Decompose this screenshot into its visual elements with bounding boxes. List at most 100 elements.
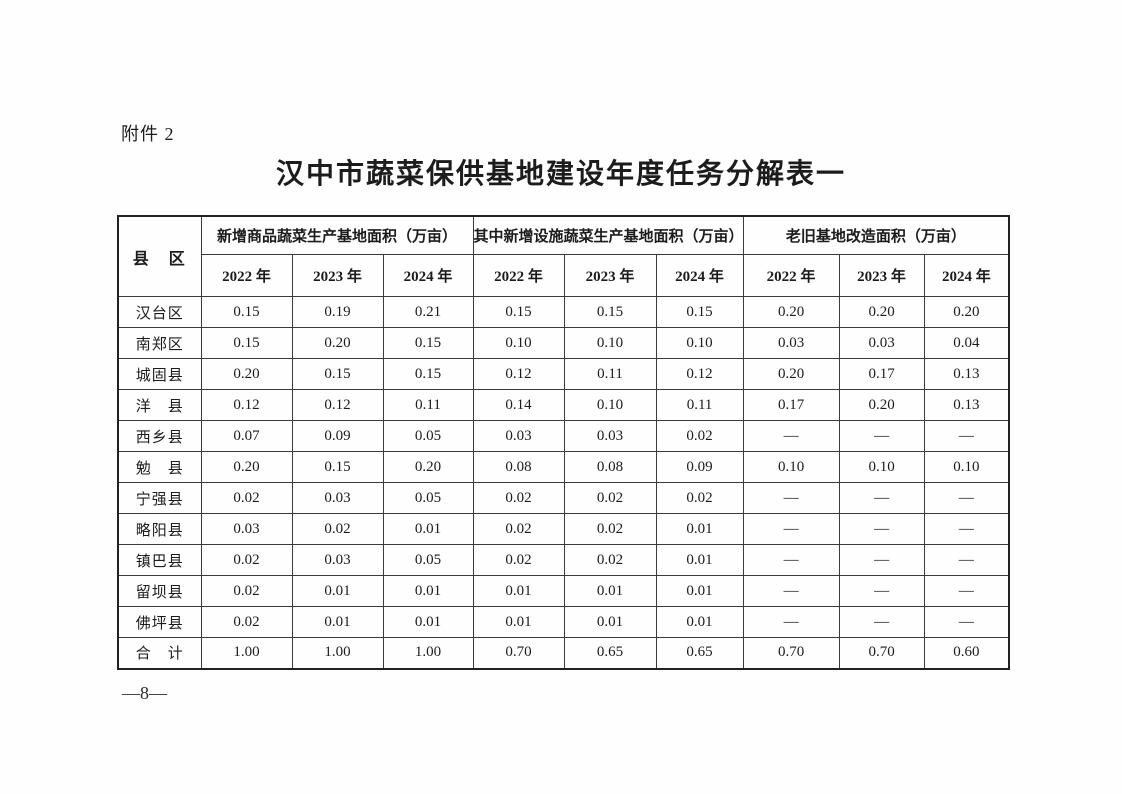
value-cell: 0.08 [472, 451, 565, 483]
page-title: 汉中市蔬菜保供基地建设年度任务分解表一 [275, 159, 846, 190]
value-cell: — [838, 420, 925, 452]
table-row: 城固县 0.20 0.15 0.15 0.12 0.11 0.12 0.20 0.17 0.13 [117, 358, 1010, 390]
value-cell: 0.10 [563, 389, 657, 421]
value-cell: 0.03 [742, 327, 840, 359]
value-cell: 0.02 [472, 482, 565, 514]
value-cell: 0.15 [655, 296, 744, 328]
value-cell: — [742, 606, 840, 638]
county-column-header: 县 区 [117, 215, 202, 297]
table-body: 汉台区 0.15 0.19 0.21 0.15 0.15 0.15 0.20 0.20 0.20 南… [117, 296, 1010, 669]
value-cell: 0.10 [742, 451, 840, 483]
value-cell: 0.13 [923, 358, 1010, 390]
value-cell: 0.60 [923, 637, 1010, 669]
value-cell: 0.02 [200, 544, 293, 576]
value-cell: — [923, 606, 1010, 638]
value-cell: 0.15 [472, 296, 565, 328]
value-cell: 0.20 [838, 296, 925, 328]
county-name: 西乡县 [117, 420, 202, 452]
value-cell: 0.12 [291, 389, 384, 421]
value-cell: 0.08 [563, 451, 657, 483]
value-cell: 0.01 [655, 606, 744, 638]
value-cell: 0.14 [472, 389, 565, 421]
value-cell: 0.05 [382, 420, 474, 452]
county-name: 镇巴县 [117, 544, 202, 576]
value-cell: 0.05 [382, 482, 474, 514]
value-cell: — [923, 482, 1010, 514]
value-cell: 0.01 [563, 606, 657, 638]
county-name: 合 计 [117, 637, 202, 669]
value-cell: — [742, 575, 840, 607]
value-cell: 0.01 [382, 606, 474, 638]
value-cell: 0.03 [200, 513, 293, 545]
value-cell: — [838, 482, 925, 514]
county-name: 略阳县 [117, 513, 202, 545]
value-cell: 0.15 [200, 327, 293, 359]
value-cell: 0.20 [291, 327, 384, 359]
value-cell: 0.01 [291, 606, 384, 638]
value-cell: — [923, 513, 1010, 545]
value-cell: 0.20 [838, 389, 925, 421]
table-row: 镇巴县 0.02 0.03 0.05 0.02 0.02 0.01— — — [117, 544, 1010, 576]
county-name: 汉台区 [117, 296, 202, 328]
table-row: 佛坪县 0.02 0.01 0.01 0.01 0.01 0.01— — — [117, 606, 1010, 638]
value-cell: 0.10 [472, 327, 565, 359]
value-cell: 0.17 [742, 389, 840, 421]
value-cell: 0.12 [200, 389, 293, 421]
value-cell: 0.02 [291, 513, 384, 545]
value-cell: 1.00 [291, 637, 384, 669]
value-cell: — [742, 544, 840, 576]
group-header-old-base-renovation: 老旧基地改造面积（万亩） [742, 215, 1010, 255]
value-cell: — [838, 575, 925, 607]
value-cell: 0.17 [838, 358, 925, 390]
value-cell: 0.03 [472, 420, 565, 452]
value-cell: 0.65 [655, 637, 744, 669]
table-row: 洋 县 0.12 0.12 0.11 0.14 0.10 0.11 0.17 0.20 0.13 [117, 389, 1010, 421]
year-header: 2023 年 [291, 254, 384, 297]
value-cell: 0.20 [923, 296, 1010, 328]
value-cell: 1.00 [200, 637, 293, 669]
value-cell: 0.02 [472, 544, 565, 576]
county-name: 南郑区 [117, 327, 202, 359]
value-cell: 0.21 [382, 296, 474, 328]
value-cell: 0.13 [923, 389, 1010, 421]
value-cell: — [742, 513, 840, 545]
table-row: 南郑区 0.15 0.20 0.15 0.10 0.10 0.10 0.03 0.03 0.04 [117, 327, 1010, 359]
value-cell: 0.10 [655, 327, 744, 359]
value-cell: 0.10 [838, 451, 925, 483]
value-cell: 0.01 [655, 544, 744, 576]
value-cell: 0.07 [200, 420, 293, 452]
year-header: 2023 年 [563, 254, 657, 297]
page-number: —8— [122, 683, 167, 703]
value-cell: 0.11 [655, 389, 744, 421]
value-cell: 0.20 [200, 358, 293, 390]
value-cell: 0.12 [655, 358, 744, 390]
value-cell: 0.15 [291, 451, 384, 483]
value-cell: 0.09 [655, 451, 744, 483]
value-cell: — [923, 420, 1010, 452]
value-cell: — [838, 513, 925, 545]
value-cell: 0.02 [563, 513, 657, 545]
value-cell: 0.70 [742, 637, 840, 669]
county-name: 留坝县 [117, 575, 202, 607]
value-cell: — [838, 544, 925, 576]
value-cell: 0.15 [382, 327, 474, 359]
county-name: 勉 县 [117, 451, 202, 483]
value-cell: 0.02 [200, 606, 293, 638]
value-cell: 0.02 [472, 513, 565, 545]
value-cell: — [923, 544, 1010, 576]
value-cell: 0.02 [655, 482, 744, 514]
table-row: 勉 县 0.20 0.15 0.20 0.08 0.08 0.09 0.10 0.10 0.10 [117, 451, 1010, 483]
value-cell: 0.20 [742, 358, 840, 390]
value-cell: 0.02 [200, 482, 293, 514]
value-cell: 0.09 [291, 420, 384, 452]
value-cell: 1.00 [382, 637, 474, 669]
value-cell: 0.05 [382, 544, 474, 576]
value-cell: 0.20 [200, 451, 293, 483]
group-header-row: 县 区 新增商品蔬菜生产基地面积（万亩） 其中新增设施蔬菜生产基地面积（万亩） … [117, 215, 1010, 297]
county-name: 洋 县 [117, 389, 202, 421]
value-cell: 0.15 [382, 358, 474, 390]
value-cell: 0.15 [200, 296, 293, 328]
value-cell: 0.03 [838, 327, 925, 359]
table-row: 汉台区 0.15 0.19 0.21 0.15 0.15 0.15 0.20 0.20 0.20 [117, 296, 1010, 328]
